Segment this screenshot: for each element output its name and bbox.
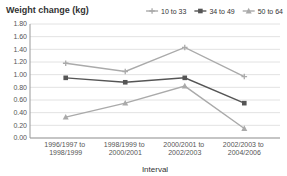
x-tick-line: 2004/2006	[228, 149, 261, 156]
point	[241, 74, 247, 80]
series-line	[66, 78, 245, 103]
point	[182, 76, 187, 81]
grid-line	[30, 24, 280, 25]
y-tick-label: 0.00	[13, 134, 27, 141]
x-tick-line: 1998/1999	[49, 149, 82, 156]
y-tick-label: 1.80	[13, 20, 27, 27]
legend-marker	[246, 8, 252, 14]
y-tick-label: 0.80	[13, 84, 27, 91]
series-line	[66, 86, 245, 128]
grid-line	[30, 62, 280, 63]
x-tick-line: 1996/1997 to	[44, 141, 87, 148]
x-tick-line: 2002/2003	[168, 149, 201, 156]
x-tick-label: 1998/1999 to 2000/2001	[104, 141, 147, 156]
grid-line	[30, 49, 280, 50]
x-tick-line: 2002/2003 to	[223, 141, 266, 148]
x-tick-label: 2000/2001 to 2002/2003	[163, 141, 206, 156]
x-axis-label: Interval	[142, 165, 168, 174]
y-tick-label: 0.40	[13, 109, 27, 116]
legend: 10 to 33 34 to 49 50 to 64	[146, 8, 283, 15]
legend-marker	[149, 8, 155, 14]
x-tick-label: 2002/2003 to 2004/2006	[223, 141, 266, 156]
grid-line	[30, 100, 280, 101]
x-tick-line: 1998/1999 to	[104, 141, 147, 148]
point	[63, 76, 68, 81]
y-tick-label: 0.20	[13, 122, 27, 129]
legend-item: 10 to 33	[146, 8, 186, 15]
grid-line	[30, 87, 280, 88]
point	[242, 101, 247, 106]
y-tick-label: 1.20	[13, 58, 27, 65]
point	[122, 69, 128, 75]
point	[182, 83, 188, 89]
grid-line	[30, 36, 280, 37]
y-tick-label: 1.00	[13, 71, 27, 78]
x-tick-line: 2000/2001	[109, 149, 142, 156]
grid-line	[30, 138, 280, 139]
point	[63, 60, 69, 66]
x-axis	[30, 138, 280, 139]
y-tick-label: 1.60	[13, 33, 27, 40]
y-tick-label: 1.40	[13, 46, 27, 53]
plot-area	[63, 45, 248, 131]
legend-label: 10 to 33	[161, 8, 186, 15]
y-axis	[30, 24, 31, 138]
point	[122, 100, 128, 106]
legend-item: 34 to 49	[194, 8, 234, 15]
grid-line	[30, 112, 280, 113]
x-tick-line: 2000/2001 to	[163, 141, 206, 148]
point	[182, 45, 188, 51]
legend-label: 34 to 49	[209, 8, 234, 15]
x-tick-label: 1996/1997 to 1998/1999	[44, 141, 87, 156]
legend-label: 50 to 64	[258, 8, 283, 15]
title: Weight change (kg)	[6, 5, 89, 15]
point	[63, 114, 69, 120]
legend-item: 50 to 64	[243, 8, 283, 15]
legend-marker	[198, 9, 203, 14]
y-tick-label: 0.60	[13, 96, 27, 103]
series-line	[66, 47, 245, 76]
grid-line	[30, 125, 280, 126]
point	[241, 125, 247, 131]
point	[123, 80, 128, 85]
chart: Weight change (kg) 0.00 0.20 0.40 0.60 0.80 1.…	[0, 0, 287, 176]
